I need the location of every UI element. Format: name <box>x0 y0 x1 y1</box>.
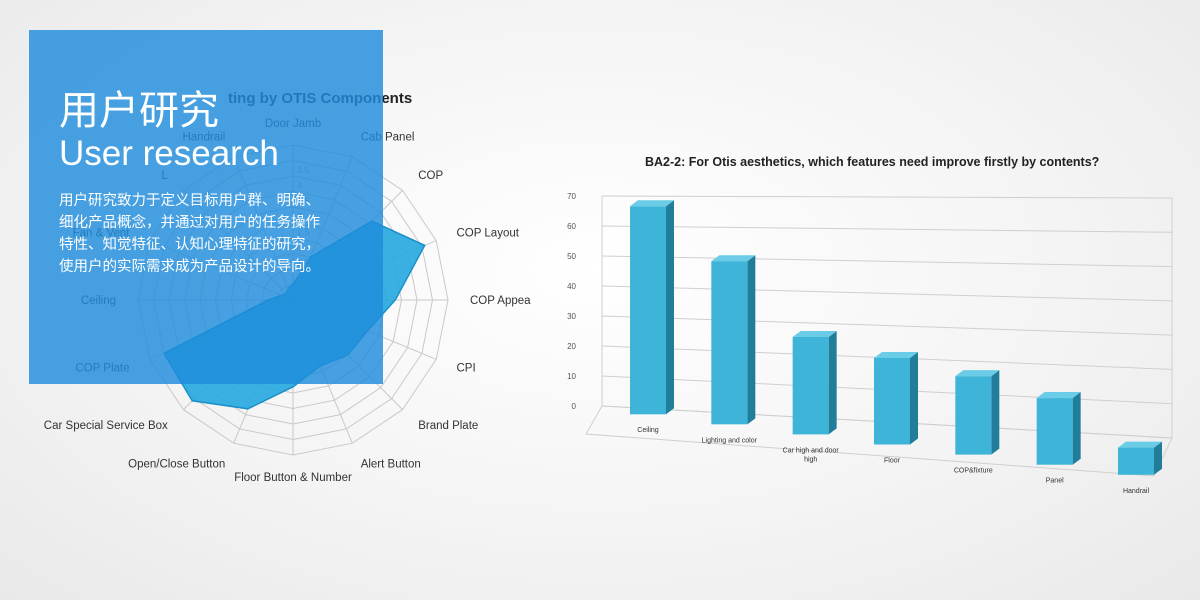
bar <box>711 255 756 425</box>
bar-side <box>1154 441 1162 475</box>
bar-gridline <box>601 285 1173 302</box>
bar-y-tick-label: 0 <box>572 402 577 411</box>
bar-y-tick-label: 20 <box>567 342 576 351</box>
bar-chart-title: BA2-2: For Otis aesthetics, which featur… <box>645 155 1099 169</box>
panel-title-cn: 用户研究 <box>59 88 219 134</box>
radar-category-label: Brand Plate <box>418 420 478 432</box>
bar-category-labels: Ceiling Lighting and color Car high and do… <box>637 427 1149 495</box>
bar-gridline <box>601 225 1173 233</box>
bar-y-tick-label: 10 <box>567 372 576 381</box>
bar-gridline <box>601 195 1173 199</box>
bar <box>874 351 918 445</box>
bar-side <box>1072 392 1081 465</box>
bar <box>630 200 674 415</box>
bar-side <box>747 255 756 425</box>
bar-category-label: Lighting and color <box>702 437 758 444</box>
bar-top <box>711 255 756 262</box>
bar <box>1036 392 1081 465</box>
bar-category-label: Floor <box>884 458 901 465</box>
panel-description: 用户研究致力于定义目标用户群、明确、 细化产品概念，并通过对用户的任务操作 特性… <box>59 193 320 275</box>
bar <box>792 331 837 435</box>
bar-front <box>792 337 829 435</box>
bar-category-label: Panel <box>1046 478 1064 485</box>
bar-y-tick-label: 70 <box>567 192 576 201</box>
bar-side <box>666 200 674 415</box>
bar-side <box>991 370 1000 455</box>
radar-category-label: Car Special Service Box <box>44 420 168 432</box>
bar-y-tick-label: 30 <box>567 312 576 321</box>
bar-category-label: Car high and door high <box>783 447 840 463</box>
bar-front <box>1118 447 1154 475</box>
radar-category-label: Floor Button & Number <box>234 472 352 484</box>
bar-side <box>828 331 837 435</box>
bar-y-tick-label: 60 <box>567 222 576 231</box>
radar-category-label: Alert Button <box>361 459 421 471</box>
bar <box>1118 441 1162 475</box>
bar-series <box>630 200 1162 475</box>
radar-category-label: CPI <box>457 363 476 375</box>
panel-title-en: User research <box>59 134 279 173</box>
bar-category-label: Ceiling <box>637 427 659 434</box>
bar-front <box>630 206 666 415</box>
bar-top <box>630 200 674 207</box>
bar-top <box>1118 441 1162 448</box>
bar-top <box>1036 392 1081 399</box>
bar-gridline <box>601 255 1173 268</box>
bar-top <box>874 351 918 358</box>
bar-category-label: COP&fixture <box>954 468 993 475</box>
radar-category-label: COP Layout <box>457 227 520 239</box>
bar-category-label: Handrail <box>1123 488 1150 495</box>
bar-front <box>874 358 910 445</box>
radar-category-label: COP Appea <box>470 295 531 307</box>
radar-category-label: COP <box>418 170 443 182</box>
bar-front <box>955 376 992 455</box>
bar-gridline <box>601 315 1173 336</box>
bar-front <box>1036 398 1073 465</box>
bar <box>955 370 1000 455</box>
radar-category-label: Open/Close Button <box>128 459 225 471</box>
bar-y-tick-label: 50 <box>567 252 576 261</box>
bar-y-tick-labels: 0 10 20 30 40 50 60 70 <box>567 192 576 411</box>
user-research-panel: 用户研究 User research 用户研究致力于定义目标用户群、明确、 细化… <box>29 30 383 384</box>
bar-top <box>955 370 1000 377</box>
bar-front <box>711 261 748 425</box>
bar-top <box>792 331 837 338</box>
bar-side <box>910 351 918 445</box>
bar-y-tick-label: 40 <box>567 282 576 291</box>
